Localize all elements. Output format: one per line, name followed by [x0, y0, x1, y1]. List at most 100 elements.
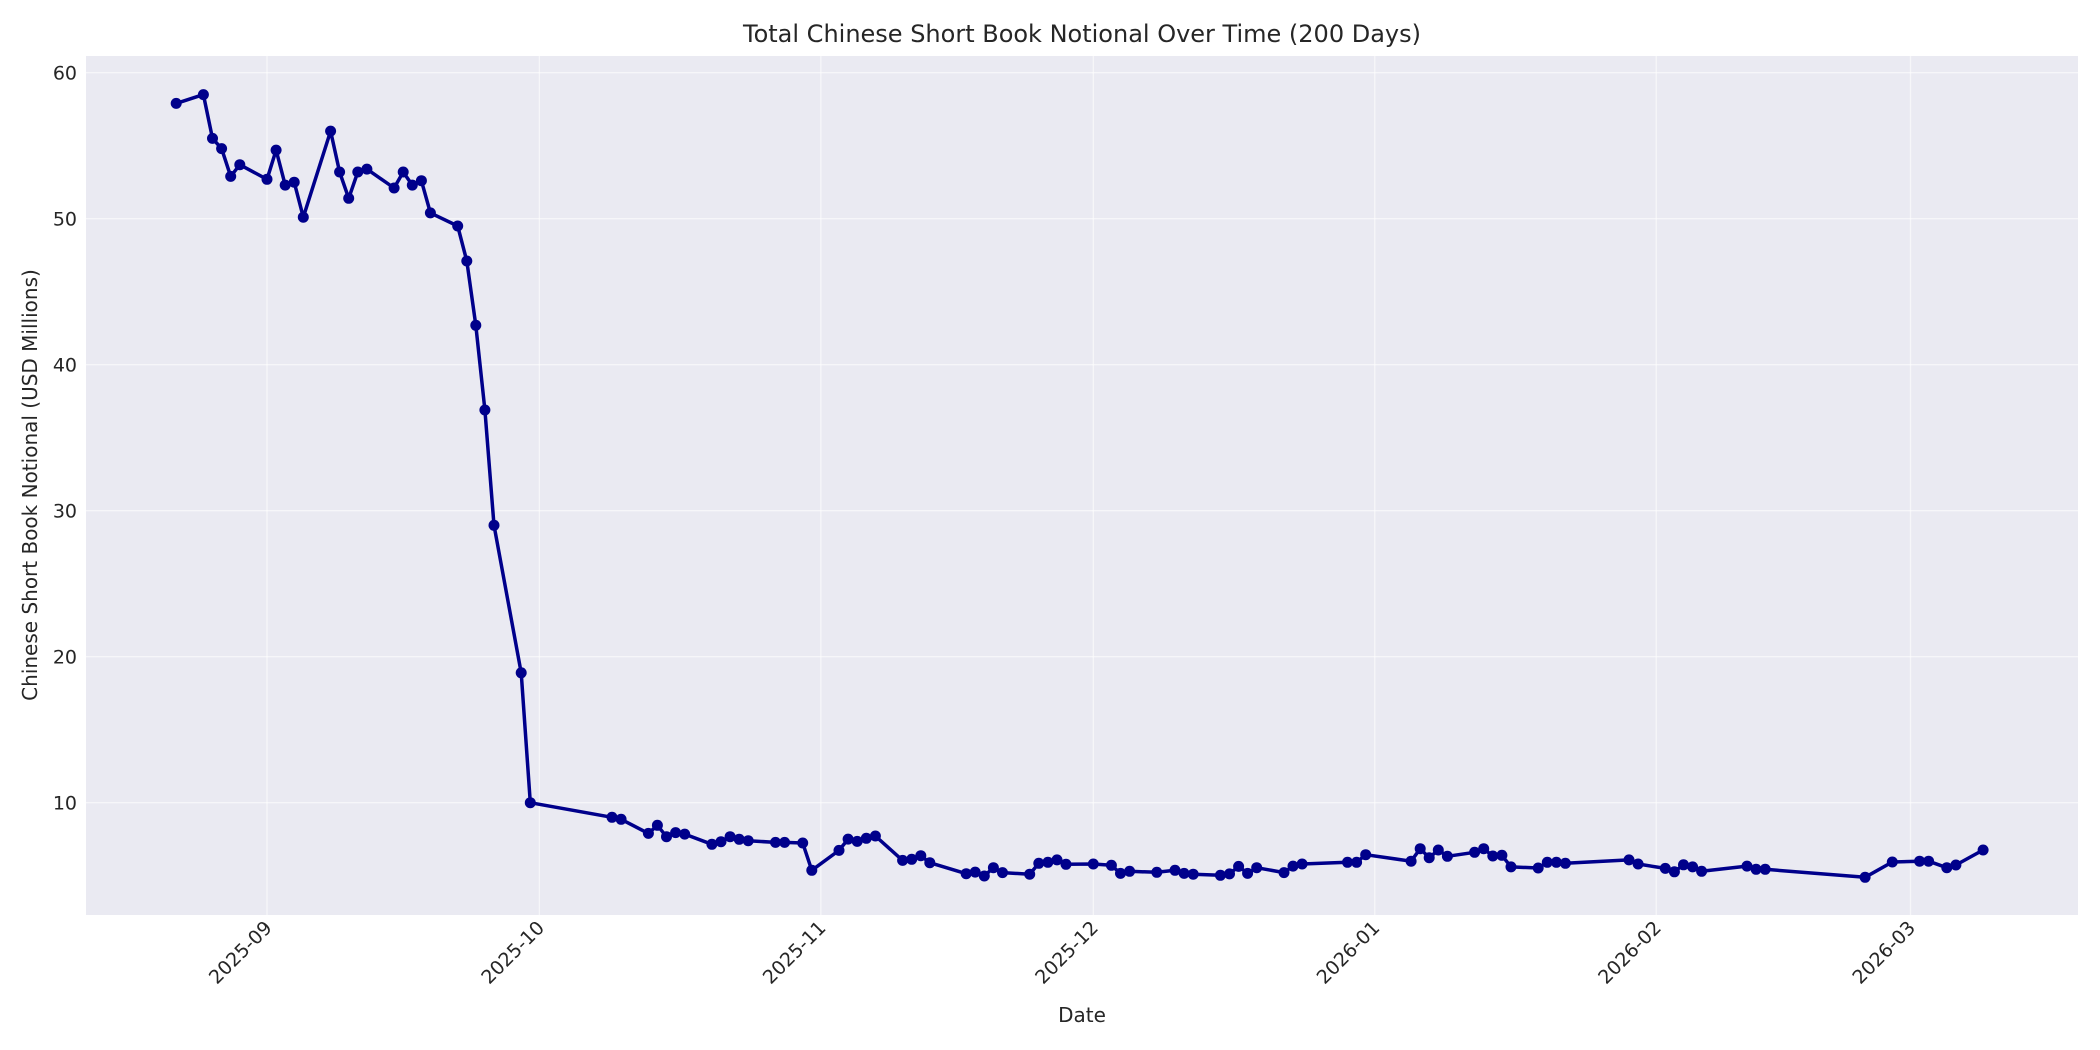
- data-point-marker: [1051, 854, 1063, 866]
- data-point-marker: [797, 837, 809, 849]
- data-point-marker: [1242, 867, 1254, 879]
- data-point-marker: [869, 830, 881, 842]
- y-axis-label: Chinese Short Book Notional (USD Million…: [18, 269, 42, 701]
- gridlines: [86, 56, 2078, 915]
- data-point-marker: [1423, 852, 1435, 864]
- data-point-marker: [779, 836, 791, 848]
- data-point-marker: [1042, 856, 1054, 868]
- data-point-marker: [1678, 859, 1689, 871]
- data-point-marker: [216, 143, 228, 155]
- data-point-marker: [1251, 862, 1263, 874]
- data-point-marker: [1950, 859, 1962, 871]
- data-point-marker: [279, 179, 291, 191]
- data-point-marker: [842, 833, 854, 845]
- data-point-marker: [987, 862, 999, 874]
- data-point-marker: [1060, 858, 1072, 870]
- data-point-marker: [1687, 861, 1699, 873]
- data-point-marker: [1941, 862, 1953, 874]
- chart-title: Total Chinese Short Book Notional Over T…: [742, 20, 1421, 48]
- y-axis-ticks: 10 20 30 40 50 60: [53, 63, 77, 815]
- data-point-marker: [270, 144, 282, 156]
- data-point-marker: [424, 207, 436, 219]
- data-point-marker: [1469, 846, 1481, 858]
- data-point-marker: [288, 176, 300, 188]
- data-point-marker: [1115, 867, 1126, 879]
- data-point-marker: [234, 159, 246, 171]
- data-point-marker: [261, 173, 273, 185]
- data-point-marker: [1169, 864, 1181, 876]
- data-point-marker: [997, 867, 1008, 879]
- data-point-marker: [470, 319, 482, 331]
- data-point-marker: [1414, 843, 1426, 855]
- data-point-marker: [334, 166, 346, 178]
- data-point-marker: [361, 163, 373, 175]
- data-point-marker: [343, 192, 355, 204]
- data-point-marker: [1914, 855, 1926, 867]
- data-point-marker: [1287, 860, 1299, 872]
- data-point-marker: [406, 179, 418, 191]
- data-point-marker: [388, 182, 400, 194]
- data-point-marker: [297, 211, 309, 223]
- data-point-marker: [1351, 856, 1363, 868]
- data-point-marker: [524, 797, 536, 809]
- y-tick-label: 40: [53, 355, 77, 377]
- data-point-marker: [197, 89, 209, 101]
- data-point-marker: [452, 220, 464, 232]
- data-point-marker: [1550, 856, 1562, 868]
- data-point-marker: [1559, 857, 1571, 869]
- data-point-marker: [960, 868, 972, 880]
- data-point-marker: [1632, 858, 1644, 870]
- data-point-marker: [1151, 866, 1163, 878]
- y-tick-label: 20: [53, 647, 77, 669]
- data-point-marker: [1224, 868, 1235, 880]
- data-point-marker: [515, 667, 527, 679]
- data-point-marker: [651, 819, 663, 831]
- data-point-marker: [924, 857, 936, 869]
- data-point-marker: [1432, 844, 1444, 856]
- data-point-marker: [1659, 862, 1671, 874]
- data-point-marker: [1278, 867, 1290, 879]
- data-point-marker: [207, 132, 218, 144]
- y-tick-label: 10: [53, 793, 77, 815]
- data-point-marker: [1923, 855, 1935, 867]
- data-point-marker: [1741, 860, 1753, 872]
- data-point-marker: [1668, 866, 1680, 878]
- data-point-marker: [851, 835, 863, 847]
- y-tick-label: 30: [53, 501, 77, 523]
- data-point-marker: [1623, 854, 1635, 866]
- data-point-marker: [715, 836, 727, 848]
- data-point-marker: [1886, 856, 1898, 868]
- data-point-marker: [1532, 862, 1544, 874]
- y-tick-label: 50: [53, 209, 77, 231]
- data-point-marker: [1360, 849, 1372, 861]
- data-point-marker: [488, 519, 500, 531]
- data-point-marker: [1105, 859, 1117, 871]
- data-point-marker: [806, 864, 818, 876]
- data-point-marker: [1487, 850, 1499, 862]
- data-point-marker: [1187, 868, 1199, 880]
- data-point-marker: [770, 836, 781, 848]
- data-point-marker: [679, 828, 691, 840]
- data-point-marker: [670, 827, 682, 839]
- data-point-marker: [1214, 869, 1226, 881]
- data-point-marker: [1178, 867, 1190, 879]
- data-point-marker: [969, 866, 981, 878]
- data-point-marker: [615, 813, 627, 825]
- data-point-marker: [1750, 863, 1762, 875]
- data-point-marker: [724, 831, 736, 843]
- data-point-marker: [1342, 856, 1353, 868]
- data-point-marker: [1541, 856, 1553, 868]
- data-point-marker: [479, 404, 491, 416]
- data-point-marker: [1759, 863, 1771, 875]
- data-point-marker: [860, 832, 872, 844]
- data-point-marker: [1505, 861, 1517, 873]
- data-point-marker: [606, 811, 618, 823]
- data-point-marker: [1478, 843, 1490, 855]
- data-point-marker: [1033, 857, 1045, 869]
- data-point-marker: [833, 844, 845, 856]
- data-point-marker: [1977, 844, 1989, 856]
- data-point-marker: [1233, 860, 1245, 872]
- data-series: [170, 89, 1989, 883]
- data-point-marker: [1296, 858, 1308, 870]
- data-point-marker: [1696, 865, 1708, 877]
